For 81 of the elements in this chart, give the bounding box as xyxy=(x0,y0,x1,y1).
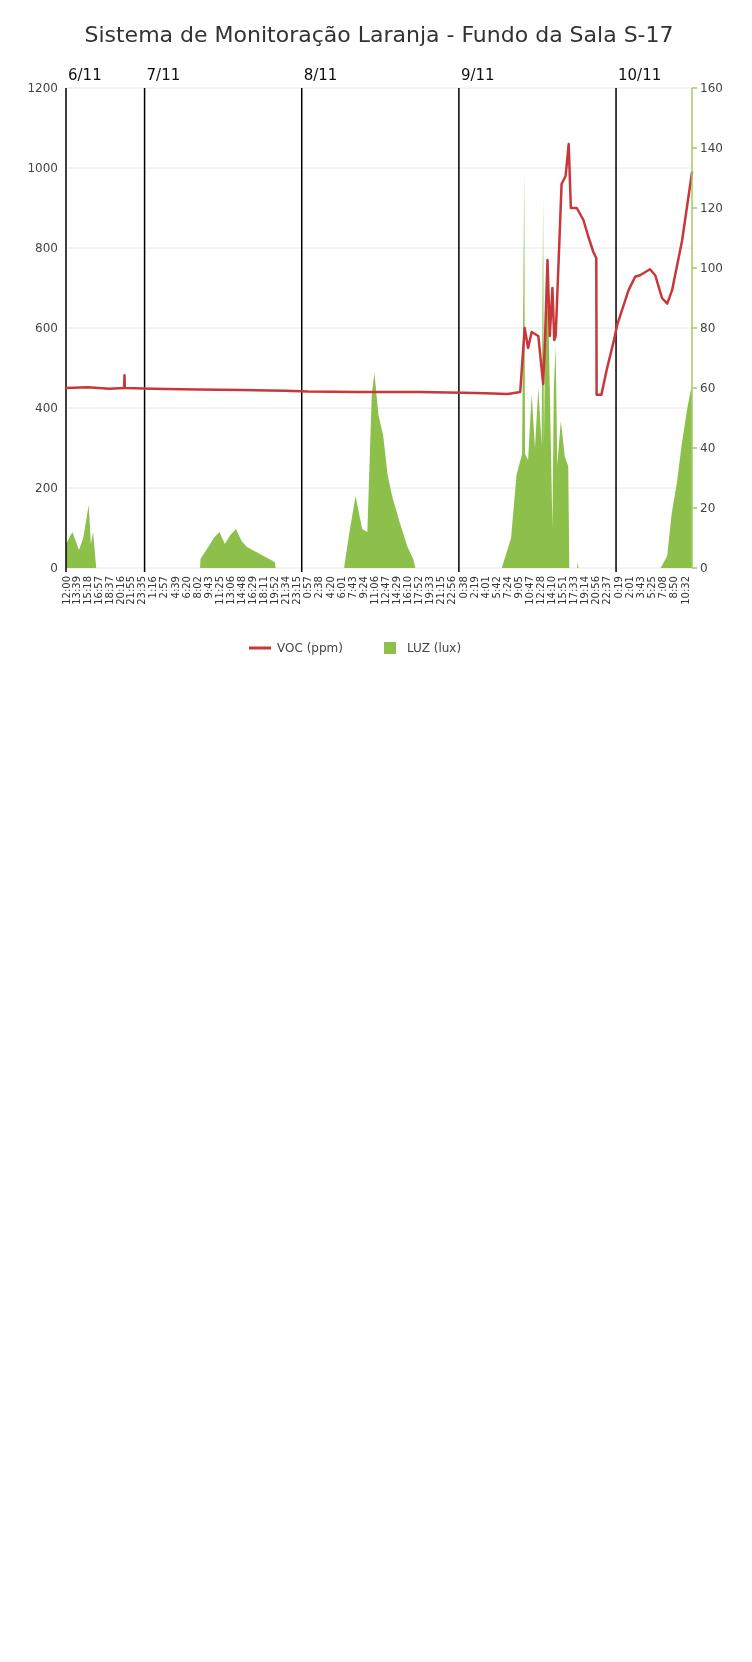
x-tick-label: 14:10 xyxy=(546,576,558,605)
ref-line-label: 7/11 xyxy=(146,66,181,84)
x-tick-label: 14:48 xyxy=(235,576,247,605)
x-tick-label: 0:38 xyxy=(457,576,469,599)
x-tick-label: 7:08 xyxy=(657,576,669,599)
x-tick-label: 19:14 xyxy=(579,576,591,605)
y2-tick-label: 0 xyxy=(700,561,708,576)
y-tick-label: 600 xyxy=(35,321,58,336)
x-tick-label: 13:39 xyxy=(71,576,83,605)
y2-tick-label: 80 xyxy=(700,321,716,336)
x-tick-label: 18:37 xyxy=(103,576,115,605)
x-tick-label: 23:15 xyxy=(291,576,303,605)
x-tick-label: 13:06 xyxy=(224,576,236,605)
x-tick-label: 11:06 xyxy=(368,576,380,605)
x-tick-label: 17:52 xyxy=(413,576,425,605)
x-tick-label: 2:57 xyxy=(158,576,170,599)
x-tick-label: 19:33 xyxy=(424,576,436,605)
x-tick-label: 15:18 xyxy=(82,576,94,605)
y-tick-label: 0 xyxy=(50,561,58,576)
x-tick-label: 9:43 xyxy=(202,576,214,599)
y2-tick-label: 100 xyxy=(700,261,723,276)
x-tick-label: 2:38 xyxy=(313,576,325,599)
x-tick-label: 4:20 xyxy=(324,576,336,599)
y2-tick-label: 120 xyxy=(700,201,723,216)
x-tick-label: 10:47 xyxy=(524,576,535,605)
x-tick-label: 6:20 xyxy=(180,576,192,599)
ref-line-label: 6/11 xyxy=(68,66,102,84)
x-tick-label: 6:01 xyxy=(335,576,347,599)
x-tick-label: 1:16 xyxy=(147,576,159,599)
x-tick-label: 8:02 xyxy=(191,576,203,599)
y2-tick-label: 40 xyxy=(700,441,716,456)
x-tick-label: 20:56 xyxy=(590,576,602,605)
x-tick-label: 20:16 xyxy=(114,576,126,605)
legend-label: VOC (ppm) xyxy=(277,641,343,656)
y-tick-label: 400 xyxy=(35,401,58,416)
x-tick-label: 12:47 xyxy=(379,576,391,605)
y2-tick-label: 160 xyxy=(700,81,723,96)
x-tick-label: 8:50 xyxy=(668,576,680,599)
ref-line-label: 9/11 xyxy=(460,66,495,84)
y-tick-label: 800 xyxy=(35,241,58,256)
x-tick-label: 5:25 xyxy=(646,576,658,599)
y2-tick-label: 60 xyxy=(700,381,716,396)
x-tick-label: 9:05 xyxy=(512,576,524,599)
x-tick-label: 22:37 xyxy=(601,576,613,605)
x-tick-label: 16:10 xyxy=(402,576,414,605)
x-tick-label: 5:42 xyxy=(490,576,502,599)
x-tick-label: 11:25 xyxy=(213,576,225,605)
x-tick-label: 12:00 xyxy=(60,576,72,605)
x-tick-label: 9:24 xyxy=(357,576,369,599)
y-tick-label: 1200 xyxy=(27,81,58,96)
x-tick-label: 21:15 xyxy=(435,576,447,605)
x-tick-label: 17:33 xyxy=(568,576,580,605)
ref-line-label: 10/11 xyxy=(618,66,662,84)
x-tick-label: 18:11 xyxy=(258,576,270,605)
y2-tick-label: 140 xyxy=(700,141,723,156)
x-tick-label: 0:57 xyxy=(302,576,314,599)
y2-tick-label: 20 xyxy=(700,501,716,516)
x-tick-label: 7:43 xyxy=(346,576,358,599)
x-tick-label: 21:34 xyxy=(280,576,292,605)
x-tick-label: 16:29 xyxy=(247,576,259,605)
x-tick-label: 4:01 xyxy=(479,576,491,599)
y-tick-label: 1000 xyxy=(27,161,58,176)
ref-line-label: 8/11 xyxy=(303,66,338,84)
x-tick-label: 16:57 xyxy=(92,576,104,605)
x-tick-label: 23:35 xyxy=(136,576,148,605)
x-tick-label: 14:29 xyxy=(391,576,403,605)
x-tick-label: 7:24 xyxy=(501,576,513,599)
x-tick-label: 12:28 xyxy=(535,576,547,605)
x-tick-label: 2:19 xyxy=(468,576,480,599)
x-tick-label: 3:43 xyxy=(634,576,646,599)
x-tick-label: 22:56 xyxy=(446,576,458,605)
legend-label: LUZ (lux) xyxy=(407,641,462,656)
x-tick-label: 21:55 xyxy=(125,576,137,605)
x-tick-label: 19:52 xyxy=(269,576,281,605)
chart-title: Sistema de Monitoração Laranja - Fundo da Sala S-17 xyxy=(84,22,674,47)
x-tick-label: 4:39 xyxy=(169,576,181,599)
x-tick-label: 10:32 xyxy=(679,576,691,605)
x-tick-label: 15:51 xyxy=(557,576,569,605)
x-tick-label: 0:19 xyxy=(612,576,624,599)
y-tick-label: 200 xyxy=(35,481,58,496)
x-tick-label: 2:01 xyxy=(623,576,635,599)
